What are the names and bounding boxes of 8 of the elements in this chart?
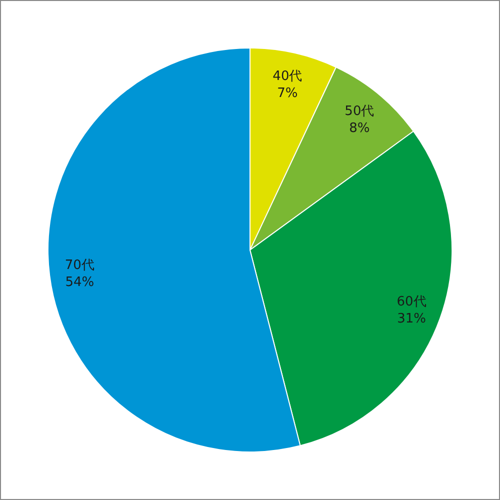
slice-label: 70代 <box>64 258 94 273</box>
slice-label: 40代 <box>272 68 302 84</box>
data-label: 8% <box>349 121 370 136</box>
data-label: 54% <box>65 274 94 290</box>
slice-label: 50代 <box>344 104 374 120</box>
data-label: 31% <box>397 311 426 326</box>
slice-label: 60代 <box>396 294 426 310</box>
data-label: 7% <box>277 86 298 101</box>
